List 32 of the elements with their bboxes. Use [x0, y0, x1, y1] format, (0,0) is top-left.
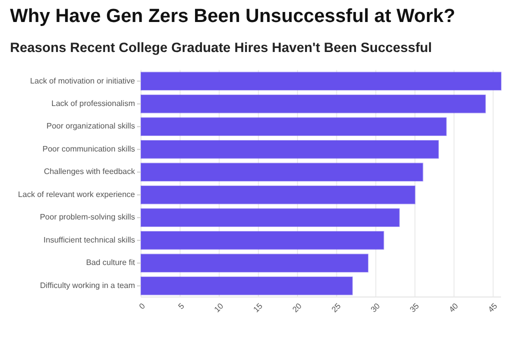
- x-tick-label: 20: [290, 301, 304, 314]
- y-tick-label: Lack of motivation or initiative: [30, 76, 136, 86]
- x-tick-label: 40: [447, 301, 460, 314]
- chart-title: Why Have Gen Zers Been Unsuccessful at Work?: [10, 6, 456, 27]
- y-tick-label: Lack of relevant work experience: [18, 190, 136, 199]
- bar: [140, 254, 368, 272]
- bar: [140, 186, 416, 204]
- y-tick-label: Bad culture fit: [86, 258, 136, 268]
- x-tick-label: 0: [137, 301, 148, 312]
- bar: [140, 162, 424, 182]
- x-tick-label: 15: [252, 301, 265, 314]
- chart-subtitle: Reasons Recent College Graduate Hires Haven't Been Successful: [10, 40, 432, 55]
- x-tick-label: 30: [369, 301, 382, 314]
- x-tick-label: 10: [212, 301, 226, 314]
- y-tick-label: Difficulty working in a team: [40, 280, 136, 290]
- y-tick-label: Challenges with feedback: [44, 167, 136, 176]
- x-tick-label: 5: [176, 301, 186, 312]
- x-tick-label: 35: [408, 301, 422, 314]
- y-tick-label: Lack of professionalism: [51, 99, 136, 108]
- bar: [140, 117, 447, 136]
- y-tick-label: Poor problem-solving skills: [40, 212, 135, 222]
- bar: [140, 208, 400, 227]
- y-tick-label: Poor organizational skills: [46, 122, 135, 131]
- bar: [140, 276, 353, 296]
- bar: [140, 140, 439, 159]
- y-tick-label: Insufficient technical skills: [44, 235, 135, 244]
- bar: [140, 94, 486, 114]
- bar: [140, 230, 384, 250]
- x-tick-label: 45: [486, 301, 500, 314]
- y-tick-label: Poor communication skills: [42, 144, 135, 154]
- bar: [140, 72, 502, 91]
- x-tick-label: 25: [330, 301, 343, 314]
